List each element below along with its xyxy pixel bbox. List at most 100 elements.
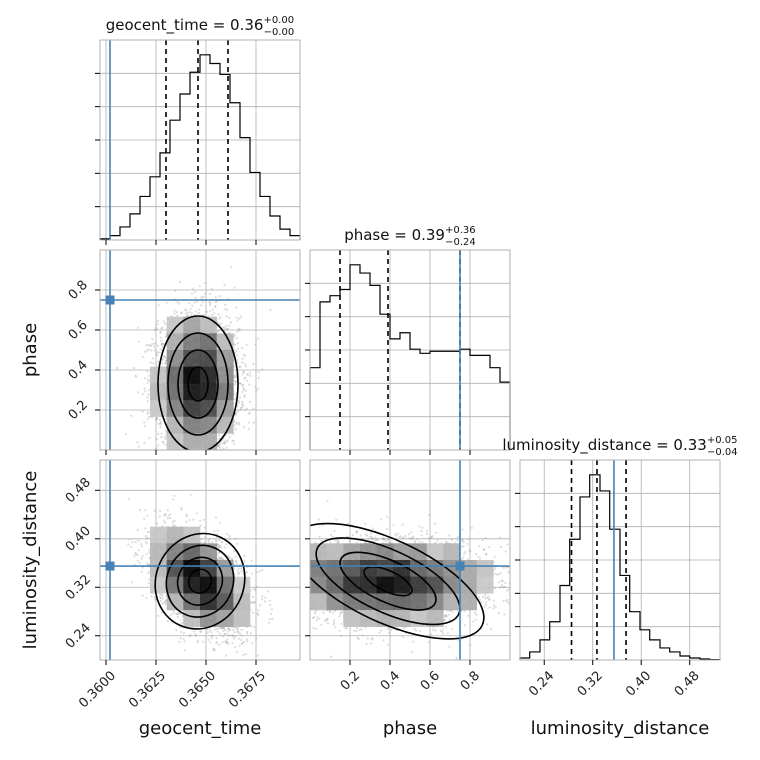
sample-point <box>146 418 149 421</box>
sample-point <box>162 342 165 346</box>
sample-point <box>249 374 252 377</box>
sample-point <box>223 441 226 445</box>
sample-point <box>198 466 200 468</box>
sample-point <box>205 310 208 313</box>
sample-point <box>257 337 260 340</box>
sample-point <box>148 374 151 377</box>
sample-point <box>242 388 246 391</box>
sample-point <box>135 375 138 378</box>
sample-point <box>241 403 244 406</box>
sample-point <box>170 315 173 318</box>
sample-point <box>130 414 133 417</box>
sample-point <box>144 509 147 512</box>
sample-point <box>214 305 217 308</box>
sample-point <box>162 455 164 457</box>
sample-point <box>145 596 148 600</box>
title-err-minus: −0.04 <box>707 447 738 458</box>
sample-point <box>249 400 252 403</box>
sample-point <box>214 296 217 299</box>
sample-point <box>143 387 146 390</box>
sample-point <box>202 640 205 643</box>
sample-point <box>246 379 249 382</box>
y-tick-label: 0.8 <box>66 278 91 303</box>
sample-point <box>224 303 227 306</box>
histogram-geocent_time <box>99 54 301 240</box>
sample-point <box>155 447 158 450</box>
sample-point <box>153 595 156 599</box>
density-block <box>200 333 217 351</box>
sample-point <box>190 312 193 315</box>
sample-point <box>159 426 162 429</box>
sample-point <box>217 551 220 554</box>
sample-point <box>230 266 233 269</box>
sample-point <box>236 630 239 634</box>
sample-point <box>243 408 246 412</box>
sample-point <box>200 463 202 465</box>
sample-point <box>164 594 168 598</box>
sample-point <box>160 432 163 435</box>
sample-point <box>204 281 207 285</box>
sample-point <box>241 373 244 376</box>
sample-point <box>219 316 222 319</box>
sample-point <box>243 395 246 398</box>
density-block <box>183 416 201 434</box>
panel-title: phase = 0.39+0.36 −0.24 <box>344 225 476 248</box>
sample-point <box>150 349 153 352</box>
sample-point <box>236 542 239 545</box>
sample-point <box>185 513 188 516</box>
sample-point <box>161 358 164 361</box>
sample-point <box>225 453 227 455</box>
sample-point <box>218 544 222 547</box>
sample-point <box>227 327 230 330</box>
sample-point <box>186 311 189 314</box>
density-block <box>183 333 201 351</box>
sample-point <box>255 637 258 640</box>
sample-point <box>141 594 144 597</box>
sample-point <box>239 382 242 385</box>
sample-point <box>244 389 247 392</box>
sample-point <box>236 354 239 357</box>
sample-point <box>215 472 217 474</box>
sample-point <box>238 366 241 369</box>
sample-point <box>238 644 241 647</box>
sample-point <box>147 411 150 414</box>
sample-point <box>141 410 144 413</box>
sample-point <box>147 415 151 419</box>
sample-point <box>220 540 223 544</box>
title-err-minus: −0.24 <box>445 237 476 248</box>
sample-point <box>151 342 154 346</box>
sample-point <box>141 392 144 396</box>
sample-point <box>159 599 162 603</box>
density-block <box>183 433 201 450</box>
sample-point <box>202 462 204 464</box>
contour-level <box>157 315 239 450</box>
sample-point <box>158 509 162 513</box>
sample-point <box>194 310 197 313</box>
sample-point <box>143 441 146 445</box>
sample-point <box>215 481 217 483</box>
sample-point <box>240 638 243 641</box>
sample-point <box>223 440 226 443</box>
sample-point <box>257 376 260 379</box>
sample-point <box>223 283 226 286</box>
sample-point <box>176 301 179 304</box>
sample-point <box>242 426 245 429</box>
sample-point <box>161 345 164 348</box>
sample-point <box>246 373 249 376</box>
sample-point <box>134 374 137 377</box>
sample-point <box>228 436 231 439</box>
sample-point <box>193 451 195 453</box>
sample-point <box>155 438 158 441</box>
sample-point <box>246 373 249 376</box>
sample-point <box>248 383 251 386</box>
sample-point <box>241 402 244 405</box>
sample-point <box>182 462 184 464</box>
sample-point <box>238 365 241 368</box>
sample-point <box>217 329 220 332</box>
sample-point <box>243 377 246 380</box>
density-block <box>200 433 217 450</box>
sample-point <box>209 467 211 469</box>
sample-point <box>236 347 239 350</box>
sample-point <box>214 300 217 303</box>
sample-point <box>257 370 261 373</box>
